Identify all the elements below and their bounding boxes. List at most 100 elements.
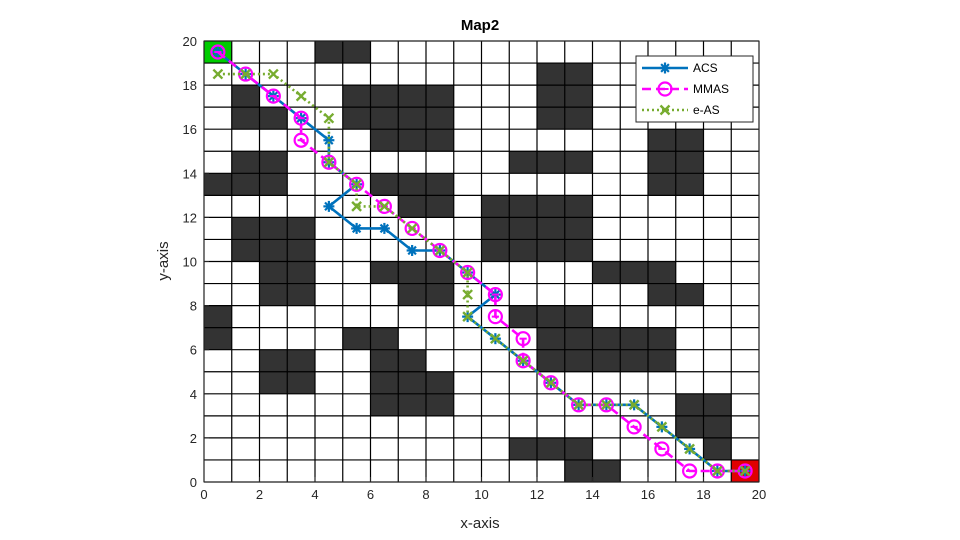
- marker-x: [656, 421, 668, 433]
- obstacle-cell: [342, 41, 371, 64]
- marker-stroke: [545, 377, 557, 389]
- marker-ring: [210, 44, 226, 60]
- x-axis-label: x-axis: [460, 515, 499, 532]
- obstacle-cell: [287, 217, 315, 240]
- obstacle-cell: [537, 305, 565, 328]
- marker-stroke: [406, 223, 418, 234]
- marker-stroke: [351, 201, 362, 212]
- obstacle-cell: [370, 349, 399, 372]
- legend-entry: MMAS: [642, 81, 729, 97]
- obstacle-cell: [703, 415, 732, 438]
- obstacle-cell: [675, 173, 704, 196]
- obstacle-cell: [620, 327, 648, 350]
- obstacle-cell: [648, 327, 676, 350]
- marker-stroke: [656, 421, 668, 433]
- obstacle-cell: [204, 305, 232, 328]
- marker-x: [462, 311, 473, 322]
- marker-ring: [543, 375, 559, 391]
- marker-stroke: [462, 311, 473, 322]
- marker-stroke: [407, 245, 417, 256]
- obstacle-cell: [287, 371, 315, 394]
- x-tick-label: 8: [422, 487, 429, 502]
- obstacle-cell: [287, 349, 315, 372]
- obstacle-cell: [342, 107, 371, 130]
- obstacle-cell: [620, 349, 648, 372]
- marker-ring: [487, 286, 503, 303]
- x-tick-label: 14: [585, 487, 599, 502]
- marker-circle: [487, 309, 503, 325]
- marker-ring: [265, 88, 281, 104]
- marker-stroke: [379, 223, 390, 234]
- obstacle-cell: [481, 195, 510, 218]
- y-tick-label: 14: [183, 166, 197, 181]
- obstacle-cell: [509, 305, 537, 328]
- obstacle-cell: [675, 151, 704, 174]
- x-tick-label: 18: [696, 487, 710, 502]
- marker-asterisk: [323, 134, 335, 146]
- marker-x: [351, 201, 362, 212]
- marker-circle: [654, 441, 670, 457]
- marker-x: [659, 104, 671, 116]
- obstacle-cell: [564, 63, 593, 86]
- marker-x: [517, 355, 529, 367]
- obstacle-cell: [426, 393, 454, 416]
- obstacle-cell: [592, 261, 621, 284]
- marker-ring: [293, 110, 309, 126]
- marker-ring: [515, 353, 531, 369]
- marker-ring: [321, 154, 337, 170]
- obstacle-cell: [370, 371, 399, 394]
- x-tick-label: 12: [530, 487, 544, 502]
- x-tick-label: 4: [311, 487, 318, 502]
- obstacle-cell: [537, 63, 565, 86]
- marker-x: [323, 112, 335, 124]
- obstacle-cell: [426, 129, 454, 152]
- obstacle-cell: [426, 195, 454, 218]
- obstacle-cell: [287, 283, 315, 306]
- obstacle-cell: [426, 371, 454, 394]
- legend-label: MMAS: [693, 82, 729, 96]
- marker-stroke: [628, 399, 640, 411]
- obstacle-cell: [509, 195, 537, 218]
- marker-asterisk: [351, 222, 363, 234]
- obstacle-cell: [592, 327, 621, 350]
- obstacle-cell: [426, 85, 454, 108]
- marker-stroke: [268, 68, 279, 80]
- obstacle-cell: [204, 327, 232, 350]
- marker-circle: [210, 44, 226, 60]
- legend-entry: e-AS: [642, 103, 720, 117]
- obstacle-cell: [509, 217, 537, 240]
- marker-x: [434, 245, 446, 256]
- marker-circle: [293, 110, 309, 126]
- marker-stroke: [660, 63, 670, 73]
- marker-x: [406, 223, 418, 234]
- chart-title: Map2: [461, 17, 499, 34]
- obstacle-cell: [398, 85, 426, 108]
- marker-stroke: [212, 68, 224, 80]
- marker-ring: [432, 242, 448, 259]
- legend-label: e-AS: [693, 103, 720, 117]
- obstacle-cell: [426, 107, 454, 130]
- marker-stroke: [573, 399, 584, 411]
- marker-circle: [682, 463, 698, 479]
- marker-ring: [682, 463, 698, 479]
- obstacle-cell: [648, 283, 676, 306]
- obstacle-cell: [564, 305, 593, 328]
- y-tick-label: 8: [190, 299, 197, 314]
- obstacle-cell: [564, 349, 593, 372]
- obstacle-cell: [675, 393, 704, 416]
- obstacle-cell: [231, 107, 260, 130]
- marker-stroke: [351, 178, 362, 190]
- y-tick-label: 12: [183, 210, 197, 225]
- obstacle-cell: [592, 459, 621, 482]
- marker-x: [573, 399, 584, 411]
- obstacle-cell: [648, 261, 676, 284]
- marker-x: [351, 178, 362, 190]
- marker-ring: [349, 176, 365, 192]
- obstacle-cell: [370, 129, 399, 152]
- marker-x: [212, 68, 224, 80]
- obstacle-cell: [648, 129, 676, 152]
- obstacle-cell: [509, 151, 537, 174]
- obstacle-cell: [231, 239, 260, 262]
- obstacle-cell: [620, 261, 648, 284]
- marker-circle: [487, 286, 503, 303]
